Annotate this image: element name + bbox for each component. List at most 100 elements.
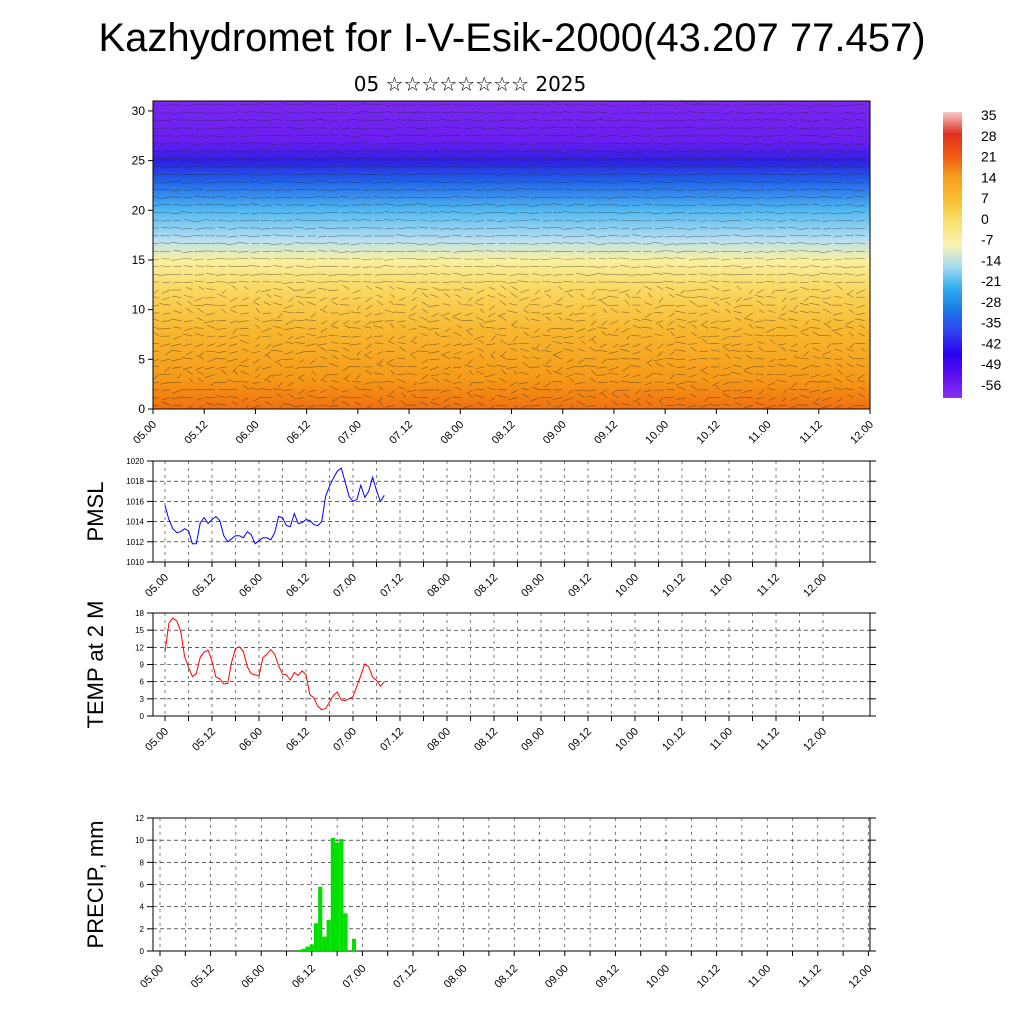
wind-barb (239, 339, 249, 344)
wind-barb (507, 358, 518, 360)
wind-barb (552, 188, 563, 190)
wind-barb (331, 320, 339, 326)
wind-barb (808, 141, 821, 144)
wind-barb (674, 257, 686, 260)
wind-barb (804, 297, 809, 302)
wind-barb (764, 118, 776, 121)
wind-barb (486, 158, 496, 161)
wind-barb (769, 339, 776, 344)
wind-barb (331, 301, 339, 306)
wind-barb (406, 164, 417, 167)
wind-barb (261, 289, 272, 293)
wind-barb (564, 341, 574, 344)
wind-barb (853, 266, 865, 268)
wind-barb (349, 181, 361, 184)
wind-barb (787, 250, 798, 252)
wind-barb (564, 104, 574, 106)
wind-barb (793, 305, 798, 310)
wind-barb (250, 405, 260, 409)
wind-barb (833, 249, 843, 252)
wind-barb (305, 181, 316, 184)
wind-barb (315, 212, 328, 214)
x-tick-label: 08.12 (492, 963, 520, 991)
wind-barb (338, 280, 350, 283)
wind-barb (193, 158, 204, 161)
wind-barb (542, 211, 552, 214)
wind-barb (304, 119, 316, 121)
wind-barb (429, 272, 440, 275)
wind-barb (820, 135, 832, 138)
wind-barb (194, 343, 204, 348)
x-tick-label: 11.00 (746, 963, 773, 990)
wind-barb (374, 189, 384, 191)
wind-barb (452, 316, 462, 321)
wind-barb (319, 346, 328, 352)
wind-barb (464, 365, 473, 368)
wind-barb (636, 289, 641, 295)
wind-barb (743, 366, 753, 370)
wind-barb (748, 323, 753, 329)
wind-barb (841, 266, 854, 269)
wind-barb (439, 118, 451, 121)
wind-barb (576, 180, 585, 183)
wind-barb (153, 119, 160, 121)
wind-barb (586, 405, 596, 407)
wind-barb (511, 324, 518, 329)
wind-barb (239, 195, 249, 198)
wind-barb (607, 126, 619, 129)
wind-barb (531, 386, 541, 391)
wind-barb (809, 389, 821, 393)
wind-barb (463, 227, 473, 230)
wind-barb (743, 166, 753, 169)
wind-barb (452, 312, 462, 317)
wind-barb (776, 258, 787, 260)
wind-barb (608, 235, 619, 237)
wind-barb (765, 150, 776, 153)
wind-barb (272, 150, 283, 153)
wind-barb (584, 150, 596, 152)
wind-barb (799, 281, 809, 284)
wind-barb (170, 189, 182, 192)
wind-barb (819, 195, 832, 198)
wind-barb (811, 318, 821, 321)
wind-barb (710, 349, 720, 352)
wind-barb (374, 203, 384, 206)
wind-barb (376, 294, 384, 298)
wind-barb (674, 310, 686, 314)
wind-barb (580, 293, 585, 298)
wind-barb (709, 404, 720, 406)
wind-barb (832, 312, 843, 316)
wind-barb (204, 127, 216, 130)
wind-barb (690, 384, 697, 391)
wind-barb (405, 281, 417, 284)
wind-barb (643, 158, 652, 161)
wind-barb (238, 251, 249, 253)
wind-barb (722, 389, 731, 392)
wind-barb (389, 285, 395, 291)
wind-barb (531, 356, 540, 360)
wind-barb (395, 189, 406, 191)
wind-barb (194, 195, 204, 198)
wind-barb (832, 227, 843, 230)
wind-barb (216, 251, 227, 253)
wind-barb (848, 332, 854, 337)
wind-barb (673, 211, 686, 214)
wind-barb (585, 120, 596, 122)
wind-barb (218, 388, 227, 391)
wind-barb (306, 289, 316, 294)
wind-barb (305, 111, 316, 113)
wind-barb (640, 274, 652, 276)
wind-barb (586, 204, 596, 207)
wind-barb (620, 164, 630, 167)
wind-barb (541, 312, 552, 315)
y-tick-label: 6 (140, 881, 145, 890)
wind-barb (699, 119, 708, 121)
wind-barb (351, 112, 361, 114)
wind-barb (764, 219, 776, 221)
wind-barb (621, 402, 630, 406)
wind-barb (597, 220, 608, 222)
wind-barb (756, 289, 765, 294)
colorbar-fill (943, 112, 962, 398)
wind-barb (373, 181, 384, 184)
colorbar-label: 0 (981, 211, 989, 227)
